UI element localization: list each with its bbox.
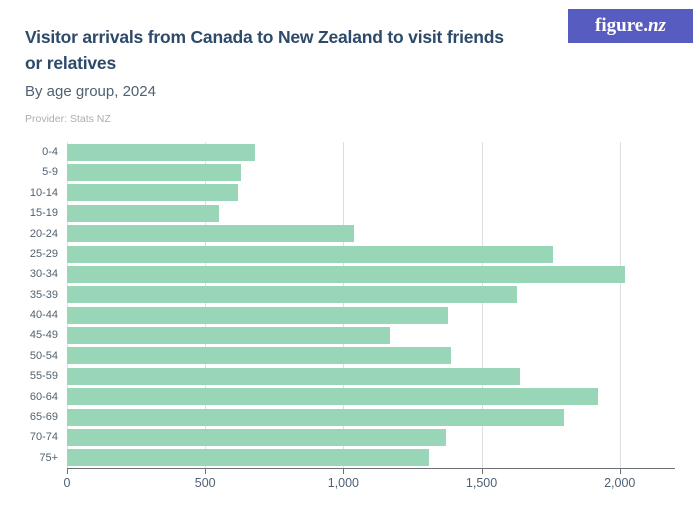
bar-row <box>67 224 675 244</box>
page-title: Visitor arrivals from Canada to New Zeal… <box>25 24 555 76</box>
logo-text: figure. <box>595 15 648 36</box>
bar-50-54[interactable] <box>67 347 452 365</box>
y-axis-label: 10-14 <box>29 186 58 199</box>
bar-5-9[interactable] <box>67 164 242 182</box>
bar-row <box>67 325 675 345</box>
bar-row <box>67 183 675 203</box>
title-line-1: Visitor arrivals from Canada to New Zeal… <box>25 27 504 47</box>
y-axis-label: 25-29 <box>29 247 58 260</box>
y-axis-label: 60-64 <box>29 390 58 403</box>
bar-40-44[interactable] <box>67 306 449 324</box>
y-axis-labels: 0-4 5-9 10-14 15-19 20-24 25-29 30-34 35-39 40-4… <box>0 142 58 468</box>
x-tick-label: 1,500 <box>465 476 498 490</box>
bar-70-74[interactable] <box>67 428 446 446</box>
bar-75+[interactable] <box>67 449 430 467</box>
bar-0-4[interactable] <box>67 143 255 161</box>
gridline-2000 <box>619 142 621 468</box>
logo-text-nz: nz <box>647 15 666 36</box>
x-tick-mark <box>205 469 207 474</box>
bar-25-29[interactable] <box>67 245 554 263</box>
bar-55-59[interactable] <box>67 367 521 385</box>
x-tick-label: 0 <box>63 476 71 490</box>
bar-row <box>67 285 675 305</box>
y-axis-label: 65-69 <box>29 410 58 423</box>
gridline-1500 <box>481 142 483 468</box>
bar-row <box>67 305 675 325</box>
y-axis-label: 40-44 <box>29 309 58 321</box>
bar-15-19[interactable] <box>67 204 219 222</box>
y-axis-label: 15-19 <box>29 207 58 220</box>
bar-row <box>67 387 675 407</box>
bar-65-69[interactable] <box>67 408 565 426</box>
x-tick-mark <box>343 469 345 474</box>
bar-30-34[interactable] <box>67 265 626 283</box>
y-axis-label: 5-9 <box>42 166 58 179</box>
bar-row <box>67 162 675 182</box>
figurenz-logo[interactable]: figure. nz <box>568 9 693 43</box>
y-axis-label: 45-49 <box>29 329 58 342</box>
bar-10-14[interactable] <box>67 184 239 202</box>
y-axis-label: 35-39 <box>29 288 58 301</box>
x-axis-line <box>67 468 675 469</box>
bar-row <box>67 366 675 386</box>
x-tick-label: 1,000 <box>327 476 359 490</box>
bar-row <box>67 244 675 264</box>
bar-row <box>67 203 675 223</box>
provider-attribution: Provider: Stats NZ <box>25 113 111 125</box>
bar-row <box>67 264 675 284</box>
y-axis-label: 75+ <box>39 451 58 464</box>
bar-chart: 0-4 5-9 10-14 15-19 20-24 25-29 30-34 35-39 40-4… <box>0 142 700 499</box>
x-tick-label: 2,000 <box>604 476 636 490</box>
bar-row <box>67 142 675 162</box>
bar-row <box>67 407 675 427</box>
x-tick-mark <box>67 469 68 474</box>
y-axis-label: 20-24 <box>29 227 58 240</box>
x-tick-mark <box>481 469 483 474</box>
bar-45-49[interactable] <box>67 327 391 345</box>
bar-row <box>67 427 675 447</box>
title-line-2: or relatives <box>25 53 116 73</box>
plot-area: 0 500 1,000 1,500 2,000 <box>63 142 675 499</box>
chart-header: Visitor arrivals from Canada to New Zeal… <box>25 24 555 125</box>
y-axis-label: 30-34 <box>29 268 58 281</box>
y-axis-label: 70-74 <box>29 431 58 444</box>
gridline-500 <box>205 142 207 468</box>
x-tick-label: 500 <box>194 476 216 490</box>
y-axis-label: 55-59 <box>29 370 58 383</box>
bar-row <box>67 448 675 468</box>
y-axis-label: 50-54 <box>29 349 58 362</box>
bar-20-24[interactable] <box>67 225 355 243</box>
bar-rows <box>67 142 675 468</box>
gridline-1000 <box>343 142 345 468</box>
bar-35-39[interactable] <box>67 286 518 304</box>
x-axis-ticks: 0 500 1,000 1,500 2,000 <box>63 469 675 499</box>
bar-60-64[interactable] <box>67 388 598 406</box>
gridlines <box>67 142 675 468</box>
chart-subtitle: By age group, 2024 <box>25 83 156 100</box>
bar-row <box>67 346 675 366</box>
y-axis-label: 0-4 <box>42 146 58 158</box>
x-tick-mark <box>619 469 621 474</box>
gridline-0 <box>67 142 68 468</box>
